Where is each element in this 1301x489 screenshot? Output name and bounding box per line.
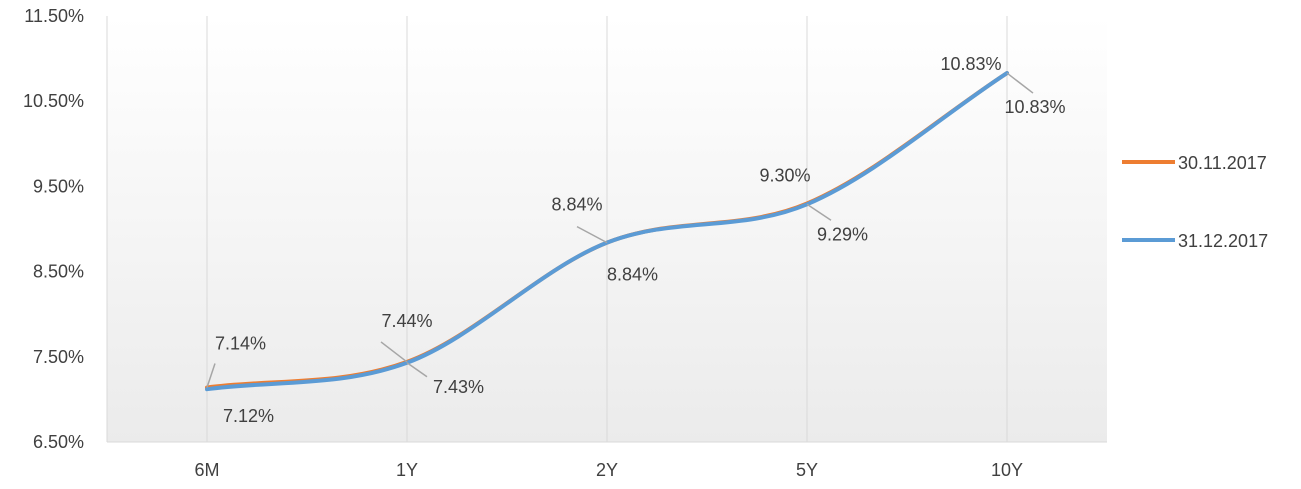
x-tick-label: 2Y [596, 460, 618, 480]
data-label-leader [380, 341, 408, 363]
legend: 30.11.2017 31.12.2017 [1122, 153, 1268, 251]
data-label: 10.83% [1004, 97, 1065, 117]
legend-label: 30.11.2017 [1178, 153, 1267, 173]
data-label-leader [576, 225, 608, 244]
data-label-leader [1006, 72, 1034, 94]
data-label: 9.29% [817, 224, 868, 244]
x-tick-label: 10Y [991, 460, 1023, 480]
data-label: 10.83% [940, 54, 1001, 74]
data-label-leader [806, 203, 832, 221]
y-tick-label: 11.50% [24, 6, 84, 26]
y-tick-label: 8.50% [33, 262, 84, 282]
legend-label: 31.12.2017 [1178, 231, 1268, 251]
y-tick-label: 10.50% [23, 91, 84, 111]
data-label: 7.43% [433, 377, 484, 397]
axes: 6.50% 7.50% 8.50% 9.50% 10.50% 11.50% 6M 1Y 2Y 5Y… [23, 6, 1107, 480]
data-label: 8.84% [551, 195, 602, 215]
x-tick-label: 1Y [396, 460, 418, 480]
data-label: 8.84% [607, 265, 658, 285]
gridlines [206, 16, 1008, 442]
data-labels: 7.14% 7.44% 8.84% 9.30% 10.83% 7.12% 7.43% 8.84… [206, 54, 1066, 426]
data-label: 9.30% [759, 165, 810, 185]
y-tick-label: 6.50% [33, 432, 84, 452]
x-tick-label: 5Y [796, 460, 818, 480]
data-label-leader [406, 362, 428, 378]
data-label-leader [206, 363, 216, 388]
data-label: 7.44% [381, 311, 432, 331]
data-label: 7.12% [223, 406, 274, 426]
y-tick-label: 7.50% [33, 347, 84, 367]
y-tick-label: 9.50% [33, 176, 84, 196]
data-label: 7.14% [215, 333, 266, 353]
x-tick-label: 6M [194, 460, 219, 480]
